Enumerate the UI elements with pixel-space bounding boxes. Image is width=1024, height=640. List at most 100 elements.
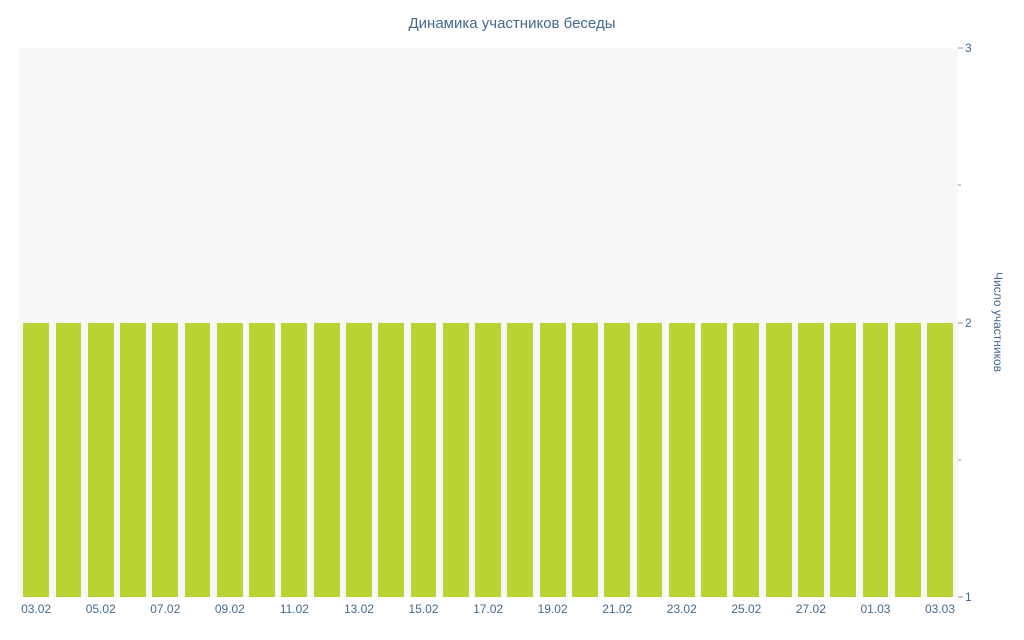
x-tick-label: 19.02 — [537, 602, 568, 616]
bar — [636, 322, 663, 597]
x-axis: 03.02 05.02 07.02 09.02 11.02 13.02 15.02 17.02… — [18, 597, 958, 619]
bar — [313, 322, 340, 597]
y-minor-tick — [958, 459, 961, 461]
x-tick-label: 09.02 — [214, 602, 245, 616]
x-tick-label: 23.02 — [666, 602, 697, 616]
bar-slot — [859, 48, 891, 597]
bar-slot — [85, 48, 117, 597]
bar — [55, 322, 82, 597]
bar — [120, 322, 146, 597]
y-tick-label: 2 — [965, 315, 972, 330]
bar-slot — [633, 48, 665, 597]
bar-slot — [440, 48, 472, 597]
x-tick-label — [633, 597, 665, 619]
bars-row — [18, 48, 958, 597]
bar-slot — [20, 48, 52, 597]
bar — [249, 322, 275, 597]
x-tick-label: 03.03 — [925, 602, 956, 616]
x-tick-label — [181, 597, 213, 619]
y-axis-title-column: Число участников — [976, 48, 1020, 597]
x-tick-label — [698, 597, 730, 619]
bar — [152, 322, 179, 597]
bar — [184, 322, 211, 597]
bar-slot — [311, 48, 343, 597]
y-axis: 1 2 3 — [958, 42, 976, 603]
y-major-tick — [958, 596, 963, 598]
bar-slot — [892, 48, 924, 597]
bar-slot — [278, 48, 310, 597]
bar — [539, 322, 566, 597]
x-tick-label — [375, 597, 407, 619]
y-major-tick — [958, 322, 963, 323]
y-axis-title: Число участников — [991, 272, 1005, 373]
x-tick-label: 25.02 — [731, 602, 762, 616]
y-tick-label: 1 — [965, 590, 972, 604]
bar-slot — [246, 48, 278, 597]
bar-slot — [149, 48, 181, 597]
bar-slot — [795, 48, 827, 597]
y-major-tick — [958, 47, 963, 49]
bar — [927, 322, 953, 597]
y-tick-label: 3 — [965, 41, 972, 55]
bar-slot — [666, 48, 698, 597]
x-tick-label: 27.02 — [795, 602, 826, 616]
bar — [765, 322, 792, 597]
bar — [442, 322, 469, 597]
bar — [87, 322, 114, 597]
bar-slot — [504, 48, 536, 597]
x-tick-label — [117, 597, 149, 619]
bar-slot — [407, 48, 439, 597]
bar — [410, 322, 437, 597]
bar-slot — [601, 48, 633, 597]
bar — [668, 322, 695, 597]
x-tick-label: 03.02 — [21, 602, 52, 616]
bar — [701, 322, 727, 597]
bar-slot — [52, 48, 84, 597]
x-tick-label — [569, 597, 601, 619]
x-tick-label: 07.02 — [150, 602, 181, 616]
y-minor-tick — [958, 184, 961, 186]
bar-slot — [537, 48, 569, 597]
bar-slot — [181, 48, 213, 597]
x-tick-label — [52, 597, 84, 619]
bar — [830, 322, 857, 597]
x-tick-label — [311, 597, 343, 619]
bar-slot — [698, 48, 730, 597]
x-tick-label: 01.03 — [860, 602, 891, 616]
bar-slot — [762, 48, 794, 597]
x-tick-label: 21.02 — [602, 602, 633, 616]
bar — [346, 322, 372, 597]
x-tick-label: 17.02 — [473, 602, 504, 616]
bar — [733, 322, 760, 597]
chart-row: 1 2 3 Число участников — [18, 42, 1024, 603]
bar-slot — [569, 48, 601, 597]
bar — [572, 322, 598, 597]
bar — [507, 322, 534, 597]
bar — [894, 322, 921, 597]
bar-slot — [343, 48, 375, 597]
chart-title: Динамика участников беседы — [408, 15, 616, 32]
bar-slot — [827, 48, 859, 597]
bar-slot — [472, 48, 504, 597]
x-tick-label — [440, 597, 472, 619]
bar-slot — [375, 48, 407, 597]
bar — [378, 322, 405, 597]
bar — [604, 322, 631, 597]
x-tick-label — [246, 597, 278, 619]
x-tick-label: 05.02 — [85, 602, 116, 616]
x-tick-label — [504, 597, 536, 619]
x-tick-label: 11.02 — [279, 602, 309, 616]
bar — [281, 322, 308, 597]
bar — [23, 322, 50, 597]
bar-slot — [730, 48, 762, 597]
plot-area — [18, 48, 958, 597]
bar — [475, 322, 501, 597]
x-tick-label: 13.02 — [343, 602, 374, 616]
bar — [862, 322, 889, 597]
bar — [797, 322, 824, 597]
x-tick-label — [762, 597, 794, 619]
x-tick-label — [827, 597, 859, 619]
x-tick-label: 15.02 — [408, 602, 439, 616]
x-tick-label — [892, 597, 924, 619]
